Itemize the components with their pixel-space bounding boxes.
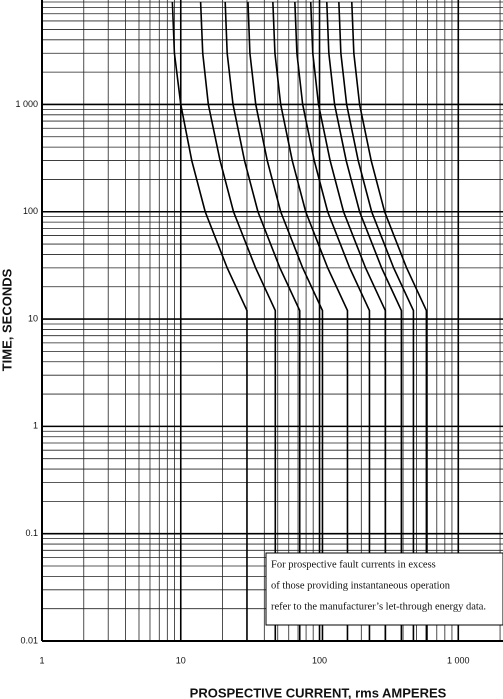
fuse-curve [350, 1, 428, 641]
x-tick-label: 1 [39, 655, 44, 665]
x-axis-label: PROSPECTIVE CURRENT, rms AMPERES [190, 685, 447, 699]
fuse-curve [272, 1, 349, 641]
x-tick-label: 10 [176, 655, 186, 665]
fuse-curve [171, 1, 248, 641]
fuse-curve [309, 1, 387, 641]
annotation-box [265, 552, 503, 626]
y-tick-label: 0.1 [25, 528, 38, 538]
fuse-curve [199, 1, 277, 641]
fuse-curve [294, 1, 371, 641]
y-tick-label: 10 [28, 313, 38, 323]
x-tick-label: 1 000 [447, 655, 470, 665]
fuse-curve [325, 1, 403, 641]
annotation-text: of those providing instantaneous operati… [271, 580, 451, 591]
annotation-text: For prospective fault currents in excess [271, 559, 436, 570]
y-tick-label: 1 [33, 421, 38, 431]
x-tick-label: 100 [312, 655, 327, 665]
y-tick-label: 0.01 [20, 635, 38, 645]
y-tick-label: 1 000 [15, 99, 38, 109]
fuse-curve [224, 1, 301, 641]
fuse-curve [338, 1, 415, 641]
annotation-text: refer to the manufacturer’s let-through … [271, 601, 486, 612]
fuse-curve [247, 1, 324, 641]
y-tick-label: 100 [23, 206, 38, 216]
y-axis-label: TIME, SECONDS [0, 268, 14, 371]
